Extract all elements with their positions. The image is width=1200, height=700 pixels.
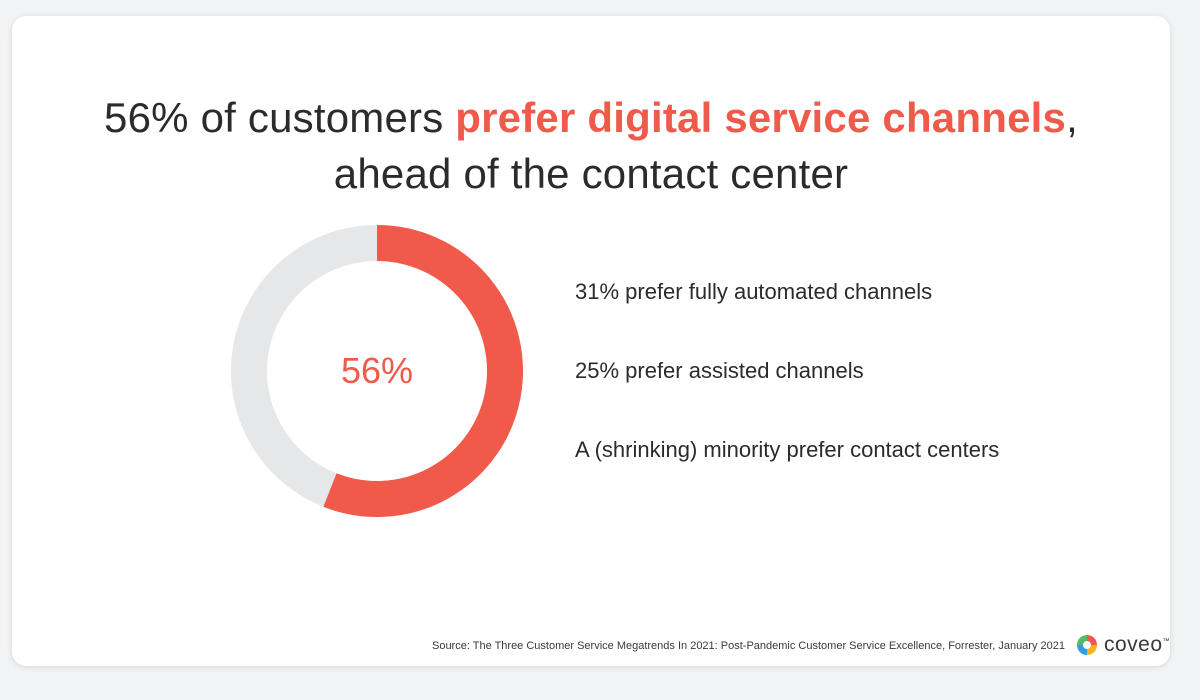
coveo-logo-icon [1077,635,1097,655]
headline-highlight: prefer digital service channels [455,94,1067,141]
coveo-logo: coveo™ [1075,633,1170,657]
headline: 56% of customers prefer digital service … [12,90,1170,202]
logo-text: coveo [1104,633,1163,656]
headline-comma: , [1066,94,1078,141]
stat-automated: 31% prefer fully automated channels [575,279,933,304]
donut-chart: 56% [227,221,527,521]
stat-assisted: 25% prefer assisted channels [575,358,864,383]
source-citation: Source: The Three Customer Service Megat… [431,640,1065,652]
logo-petal [1077,635,1087,645]
donut-segment-remainder [231,225,378,507]
logo-wordmark: coveo™ [1104,633,1170,657]
headline-prefix: 56% of customers [104,94,456,141]
stat-contact-centers: A (shrinking) minority prefer contact ce… [575,437,1000,462]
stats-list: 31% prefer fully automated channels 25% … [575,272,1135,509]
donut-center-label: 56% [340,350,414,391]
logo-petal [1077,645,1087,655]
donut-chart-svg [231,225,523,517]
donut-segment-digital [323,225,523,517]
logo-petal [1087,645,1097,655]
logo-petal [1087,635,1097,645]
slide-card: 56% of customers prefer digital service … [12,16,1170,666]
headline-line2: ahead of the contact center [333,150,849,197]
trademark-mark: ™ [1162,638,1171,645]
